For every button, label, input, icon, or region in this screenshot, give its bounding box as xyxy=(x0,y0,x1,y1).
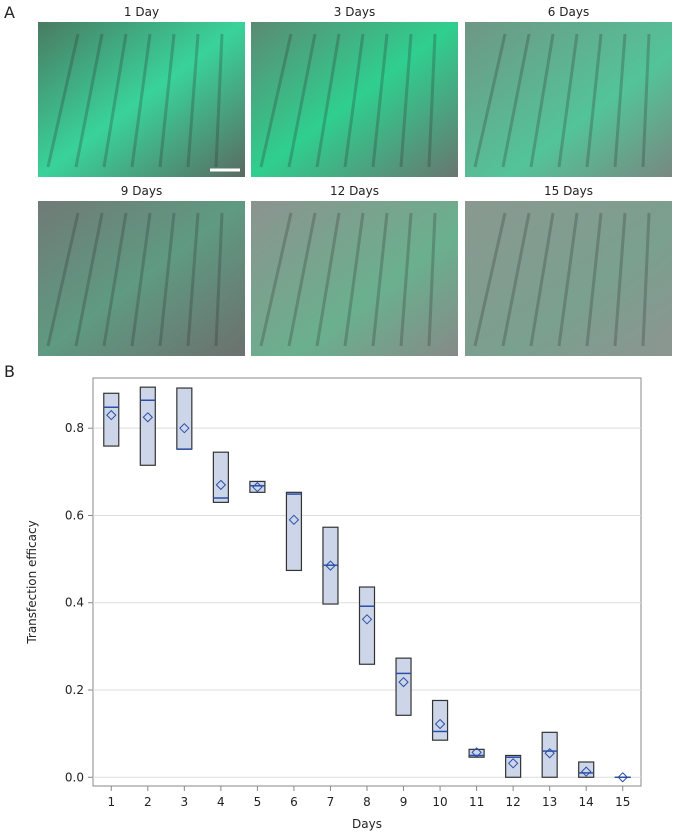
x-tick-label: 2 xyxy=(144,795,152,809)
x-tick-label: 15 xyxy=(615,795,630,809)
x-tick-label: 13 xyxy=(542,795,557,809)
box xyxy=(579,762,594,777)
x-tick-label: 6 xyxy=(290,795,298,809)
panel-label: B xyxy=(4,362,15,381)
image-title: 3 Days xyxy=(334,5,375,19)
image-title: 1 Day xyxy=(124,5,159,19)
plot-frame xyxy=(93,378,641,786)
y-tick-label: 0.6 xyxy=(65,508,84,522)
box xyxy=(286,492,301,570)
panel-label: A xyxy=(4,3,15,22)
image-title: 6 Days xyxy=(548,5,589,19)
x-tick-label: 9 xyxy=(400,795,408,809)
y-axis-label: Transfection efficacy xyxy=(25,520,39,644)
image-title: 9 Days xyxy=(121,184,162,198)
x-tick-label: 10 xyxy=(432,795,447,809)
box xyxy=(433,700,448,740)
box xyxy=(542,732,557,777)
y-tick-label: 0.4 xyxy=(65,596,84,610)
x-tick-label: 5 xyxy=(254,795,262,809)
x-tick-label: 8 xyxy=(363,795,371,809)
box xyxy=(177,388,192,449)
x-tick-label: 3 xyxy=(181,795,189,809)
y-tick-label: 0.8 xyxy=(65,421,84,435)
y-tick-label: 0.2 xyxy=(65,683,84,697)
x-tick-label: 12 xyxy=(505,795,520,809)
x-tick-label: 14 xyxy=(579,795,594,809)
x-tick-label: 4 xyxy=(217,795,225,809)
image-title: 12 Days xyxy=(330,184,379,198)
box xyxy=(360,587,375,664)
box xyxy=(213,452,228,502)
x-tick-label: 11 xyxy=(469,795,484,809)
y-tick-label: 0.0 xyxy=(65,770,84,784)
x-axis-label: Days xyxy=(352,817,382,831)
x-tick-label: 7 xyxy=(327,795,335,809)
image-title: 15 Days xyxy=(544,184,593,198)
box xyxy=(140,387,155,465)
x-tick-label: 1 xyxy=(107,795,115,809)
